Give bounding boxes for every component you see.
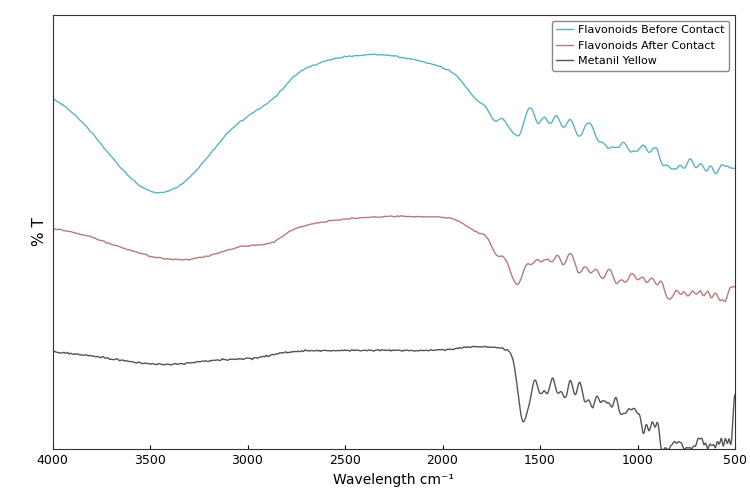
Metanil Yellow <box>48 349 57 355</box>
X-axis label: Wavelength cm⁻¹: Wavelength cm⁻¹ <box>333 473 454 487</box>
Flavonoids Before Contact <box>48 95 57 101</box>
Flavonoids After Contact <box>678 290 687 296</box>
Flavonoids Before Contact <box>152 190 160 196</box>
Flavonoids After Contact <box>720 298 729 304</box>
Metanil Yellow <box>730 392 740 398</box>
Metanil Yellow <box>658 448 667 454</box>
Line: Flavonoids Before Contact: Flavonoids Before Contact <box>53 54 735 193</box>
Line: Metanil Yellow: Metanil Yellow <box>53 346 735 451</box>
Metanil Yellow <box>482 344 490 350</box>
Flavonoids Before Contact <box>678 165 687 171</box>
Flavonoids After Contact <box>190 255 200 261</box>
Flavonoids After Contact <box>453 218 462 224</box>
Line: Flavonoids After Contact: Flavonoids After Contact <box>53 216 735 301</box>
Flavonoids After Contact <box>370 214 379 220</box>
Metanil Yellow <box>678 443 687 449</box>
Metanil Yellow <box>480 343 489 349</box>
Metanil Yellow <box>295 349 304 355</box>
Metanil Yellow <box>370 348 379 354</box>
Flavonoids Before Contact <box>370 51 380 57</box>
Flavonoids Before Contact <box>370 51 379 57</box>
Flavonoids Before Contact <box>453 74 462 80</box>
Flavonoids After Contact <box>295 224 304 230</box>
Flavonoids Before Contact <box>482 105 491 111</box>
Flavonoids Before Contact <box>730 166 740 172</box>
Flavonoids Before Contact <box>190 169 200 175</box>
Flavonoids After Contact <box>396 213 405 219</box>
Metanil Yellow <box>190 359 200 365</box>
Legend: Flavonoids Before Contact, Flavonoids After Contact, Metanil Yellow: Flavonoids Before Contact, Flavonoids Af… <box>552 20 730 70</box>
Flavonoids After Contact <box>730 284 740 290</box>
Flavonoids After Contact <box>482 234 490 240</box>
Flavonoids Before Contact <box>295 69 304 75</box>
Metanil Yellow <box>453 345 462 351</box>
Y-axis label: % T: % T <box>32 218 47 247</box>
Flavonoids After Contact <box>48 226 57 232</box>
